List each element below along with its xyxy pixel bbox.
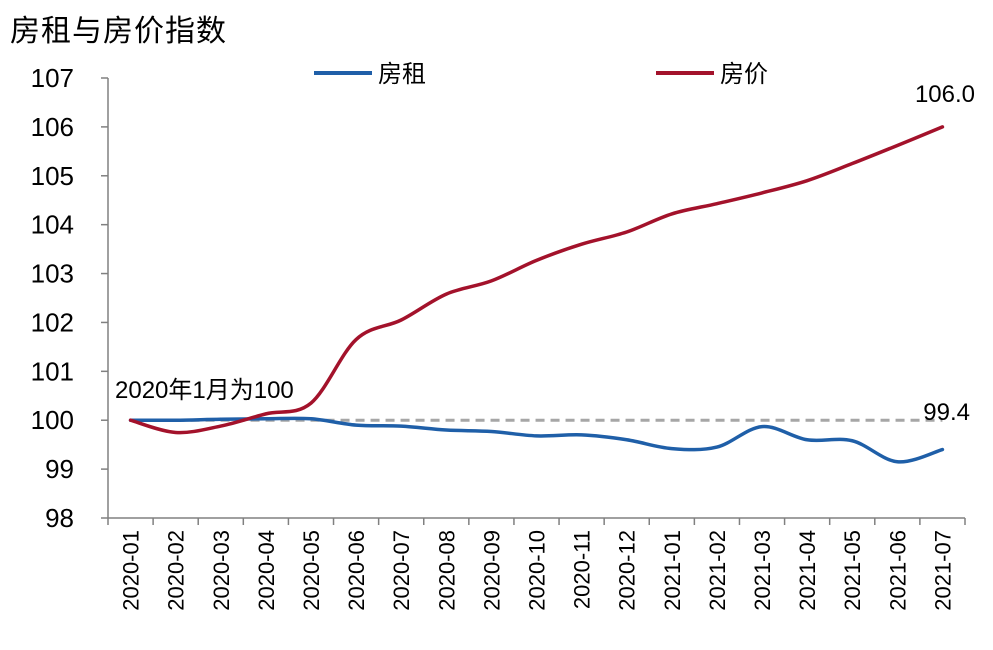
x-tick-label: 2021-05 [840,530,865,611]
x-tick-label: 2020-01 [119,530,144,611]
y-tick-label: 107 [31,63,74,93]
x-tick-label: 2020-05 [299,530,324,611]
x-tick-label: 2020-07 [389,530,414,611]
series-line-price [128,125,945,435]
x-tick-label: 2021-01 [660,530,685,611]
x-tick-label: 2020-02 [164,530,189,611]
chart-title: 房租与房价指数 [10,14,227,49]
x-tick-label: 2020-09 [479,530,504,611]
x-tick-label: 2020-06 [344,530,369,611]
y-tick-label: 102 [31,307,74,337]
y-tick-label: 100 [31,405,74,435]
y-tick-label: 104 [31,210,74,240]
x-axis-ticks: 2020-01 2020-02 2020-03 2020-04 2020-05 2020-… [107,518,966,611]
x-tick-label: 2020-04 [254,530,279,611]
y-tick-label: 99 [45,454,74,484]
axes [107,78,965,519]
rent-end-label: 99.4 [923,399,970,426]
series-line-rent [128,416,945,464]
baseline-annotation: 2020年1月为100 [115,377,294,404]
x-tick-label: 2020-10 [525,530,550,611]
y-tick-label: 103 [31,259,74,289]
legend-label-price: 房价 [720,60,768,88]
x-tick-label: 2020-11 [570,530,595,609]
y-tick-label: 101 [31,356,74,386]
legend: 房租 房价 [314,60,768,88]
x-tick-label: 2021-03 [750,530,775,611]
x-tick-label: 2020-03 [209,530,234,611]
x-tick-label: 2020-08 [434,530,459,611]
price-end-label: 106.0 [915,81,975,108]
x-tick-label: 2021-02 [705,530,730,611]
x-tick-label: 2021-06 [885,530,910,611]
y-tick-label: 98 [45,503,74,533]
x-tick-label: 2021-07 [930,530,955,611]
series-lines [128,125,945,464]
y-axis-ticks: 98 99 100 101 102 103 104 105 106 107 [31,63,108,533]
x-tick-label: 2021-04 [795,530,820,611]
x-tick-label: 2020-12 [615,530,640,611]
y-tick-label: 106 [31,112,74,142]
legend-label-rent: 房租 [378,60,426,88]
y-tick-label: 105 [31,161,74,191]
